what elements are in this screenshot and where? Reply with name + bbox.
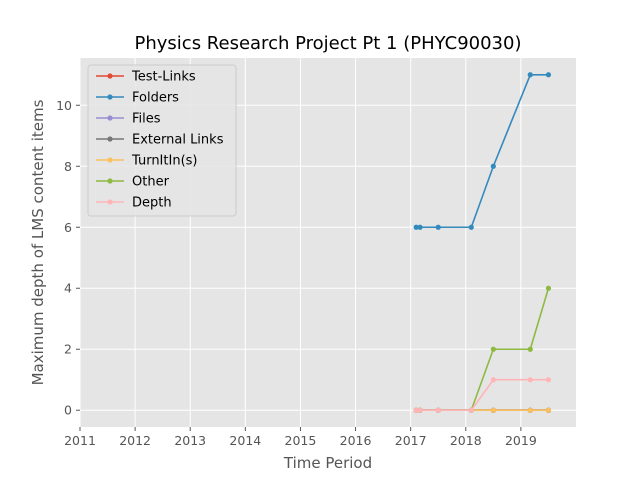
x-tick-label: 2019 xyxy=(505,433,537,448)
y-tick-label: 8 xyxy=(64,159,72,174)
data-point-depth xyxy=(435,407,441,413)
legend-item-depth: Depth xyxy=(96,196,172,211)
x-axis-label: Time Period xyxy=(283,454,372,472)
data-point-depth xyxy=(417,407,423,413)
x-tick-label: 2018 xyxy=(450,433,482,448)
x-tick-label: 2015 xyxy=(285,433,317,448)
x-tick-label: 2017 xyxy=(395,433,427,448)
legend-label: Other xyxy=(132,175,170,190)
legend: Test-Links Folders Files External Links Turn… xyxy=(87,64,237,217)
series-folders xyxy=(413,72,552,230)
data-point-folders xyxy=(490,163,496,169)
legend-item-folders: Folders xyxy=(96,91,179,106)
grid xyxy=(79,58,576,427)
legend-label: Test-Links xyxy=(131,70,196,85)
data-point-other xyxy=(490,346,496,352)
tick-labels: 2011 2012 2013 2014 2015 2016 2017 2018 2019 0 2 4 6… xyxy=(56,98,537,448)
data-point-folders xyxy=(545,72,552,78)
y-tick-label: 2 xyxy=(64,342,72,357)
legend-item-files: Files xyxy=(96,112,161,127)
data-point-folders xyxy=(527,72,533,78)
y-tick-label: 10 xyxy=(56,98,72,113)
y-tick-label: 0 xyxy=(64,403,72,418)
y-axis-label: Maximum depth of LMS content items xyxy=(29,99,47,385)
x-tick-label: 2011 xyxy=(64,433,96,448)
x-tick-label: 2012 xyxy=(119,433,151,448)
data-point-folders xyxy=(413,224,419,230)
data-point-depth xyxy=(468,407,474,413)
legend-swatch-marker xyxy=(107,94,113,100)
data-point-folders xyxy=(435,224,441,230)
legend-swatch-marker xyxy=(107,115,113,121)
data-point-depth xyxy=(413,407,419,413)
data-point-turnitin-s xyxy=(545,407,552,413)
legend-item-turnitin-s: TurnItIn(s) xyxy=(96,154,197,169)
data-point-other xyxy=(545,285,552,291)
legend-label: Folders xyxy=(132,91,179,106)
legend-label: Depth xyxy=(132,196,172,211)
series-layer xyxy=(413,72,552,413)
x-tick-label: 2013 xyxy=(174,433,206,448)
x-tick-label: 2016 xyxy=(340,433,372,448)
data-point-depth xyxy=(490,377,496,383)
legend-item-other: Other xyxy=(96,175,170,190)
series-depth xyxy=(413,377,552,413)
data-point-other xyxy=(527,346,533,352)
legend-label: TurnItIn(s) xyxy=(131,154,197,169)
y-tick-label: 6 xyxy=(64,220,72,235)
x-tick-label: 2014 xyxy=(229,433,261,448)
y-tick-label: 4 xyxy=(64,281,72,296)
data-point-folders xyxy=(468,224,474,230)
data-point-depth xyxy=(545,377,552,383)
legend-swatch-marker xyxy=(107,73,113,79)
legend-item-external-links: External Links xyxy=(96,133,224,148)
legend-swatch-marker xyxy=(107,178,113,184)
legend-label: External Links xyxy=(132,133,224,148)
chart-title: Physics Research Project Pt 1 (PHYC90030… xyxy=(135,33,522,54)
legend-box xyxy=(87,64,237,217)
legend-swatch-marker xyxy=(107,136,113,142)
data-point-folders xyxy=(417,224,423,230)
legend-swatch-marker xyxy=(107,199,113,205)
data-point-turnitin-s xyxy=(490,407,496,413)
legend-swatch-marker xyxy=(107,157,113,163)
data-point-depth xyxy=(527,377,533,383)
data-point-turnitin-s xyxy=(527,407,533,413)
legend-item-test-links: Test-Links xyxy=(96,70,196,85)
legend-label: Files xyxy=(132,112,161,127)
